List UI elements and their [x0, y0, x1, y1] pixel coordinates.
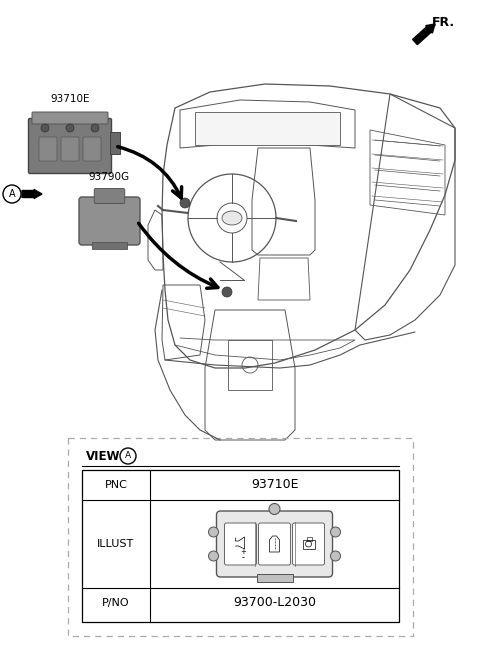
Bar	[110, 132, 120, 154]
FancyBboxPatch shape	[225, 523, 256, 565]
Circle shape	[269, 504, 280, 514]
Text: -: -	[242, 554, 245, 562]
FancyBboxPatch shape	[32, 112, 108, 124]
Circle shape	[66, 124, 74, 132]
Circle shape	[208, 551, 218, 561]
FancyBboxPatch shape	[259, 523, 290, 565]
FancyBboxPatch shape	[79, 197, 140, 245]
Text: A: A	[125, 451, 131, 461]
Text: 93710E: 93710E	[251, 478, 298, 491]
Circle shape	[208, 527, 218, 537]
Circle shape	[41, 124, 49, 132]
Text: PNC: PNC	[105, 480, 127, 490]
Text: +: +	[240, 549, 246, 555]
FancyBboxPatch shape	[292, 523, 324, 565]
Circle shape	[331, 551, 340, 561]
Circle shape	[222, 287, 232, 297]
Circle shape	[91, 124, 99, 132]
FancyBboxPatch shape	[39, 137, 57, 161]
Ellipse shape	[222, 211, 242, 225]
Polygon shape	[195, 112, 340, 145]
Text: VIEW: VIEW	[86, 449, 120, 462]
Bar	[307, 537, 312, 541]
Circle shape	[180, 198, 190, 208]
FancyBboxPatch shape	[83, 137, 101, 161]
FancyArrow shape	[22, 190, 42, 199]
Circle shape	[331, 527, 340, 537]
Text: P/NO: P/NO	[102, 598, 130, 608]
FancyBboxPatch shape	[61, 137, 79, 161]
Text: FR.: FR.	[432, 16, 455, 29]
Text: 93790G: 93790G	[88, 172, 130, 182]
Bar	[256, 574, 292, 582]
Text: A: A	[9, 189, 15, 199]
Bar	[92, 242, 127, 249]
Text: 93710E: 93710E	[50, 94, 90, 104]
Bar	[68, 438, 413, 636]
Bar	[82, 470, 399, 622]
FancyBboxPatch shape	[28, 119, 111, 173]
Bar	[302, 540, 314, 549]
FancyBboxPatch shape	[94, 188, 125, 203]
FancyBboxPatch shape	[216, 511, 333, 577]
Text: 93700-L2030: 93700-L2030	[233, 596, 316, 609]
FancyArrow shape	[413, 24, 435, 45]
Text: ILLUST: ILLUST	[97, 539, 134, 549]
